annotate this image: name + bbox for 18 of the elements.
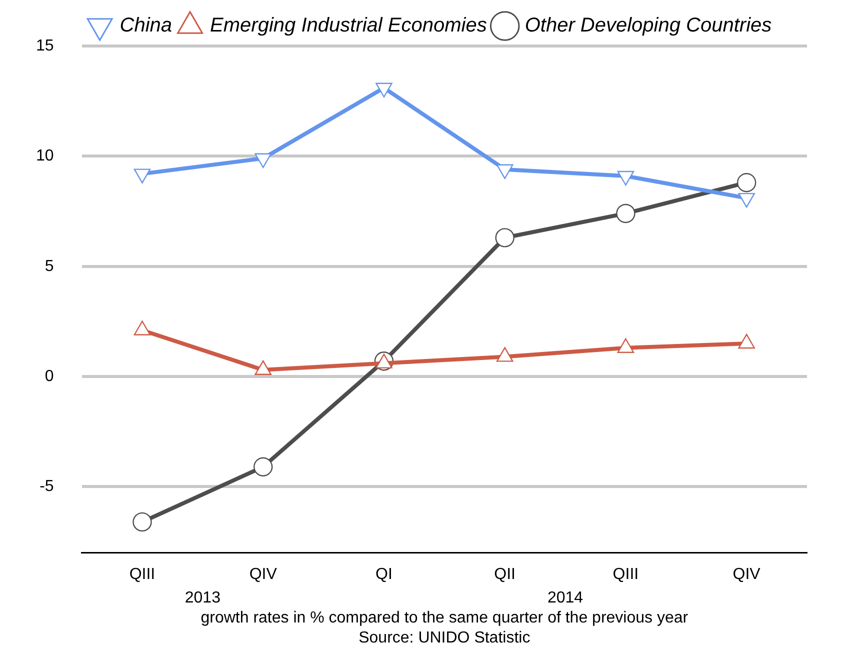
- y-tick-label: 5: [44, 258, 54, 275]
- legend-label: Emerging Industrial Economies: [210, 14, 487, 37]
- y-tick-label: 10: [36, 148, 54, 165]
- y-tick-label: 15: [36, 37, 54, 54]
- text: 2014: [547, 589, 584, 606]
- source-note: Source: UNIDO Statistic: [358, 629, 530, 646]
- y-tick-label: 0: [44, 368, 54, 385]
- x-tick-label: QIII: [612, 566, 639, 583]
- x-tick-label: QII: [494, 566, 516, 583]
- text: growth rates in % compared to the same quarter of the previous year: [200, 609, 689, 626]
- text: 2013: [184, 589, 221, 606]
- y-tick-label: -5: [40, 478, 54, 496]
- x-tick-label: QI: [376, 566, 392, 583]
- legend-label: China: [120, 14, 172, 37]
- x-tick-label: QIV: [249, 566, 278, 583]
- x-tick-label: QIII: [129, 566, 156, 583]
- legend-label: Other Developing Countries: [524, 14, 772, 37]
- x-tick-label: QIV: [732, 566, 761, 583]
